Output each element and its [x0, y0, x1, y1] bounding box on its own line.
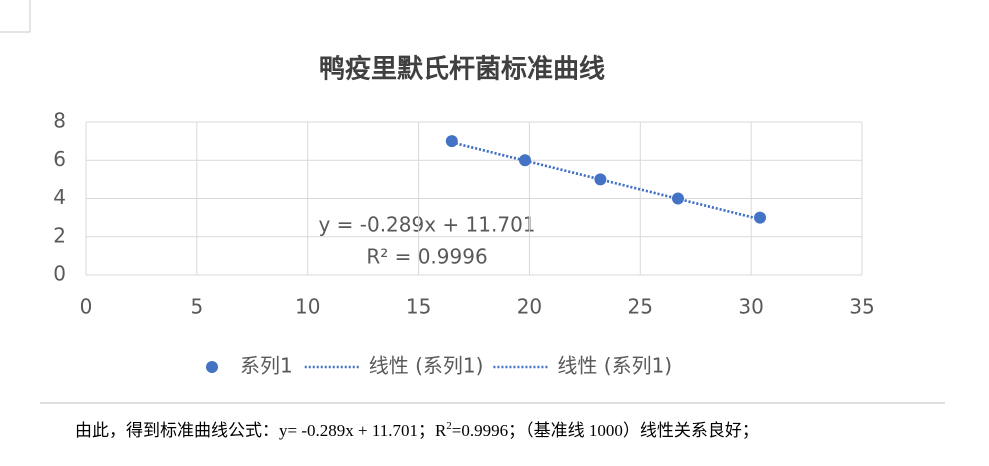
legend-label: 线性 (系列1)	[557, 354, 672, 378]
y-tick-label: 0	[53, 262, 66, 286]
chart-title: 鸭疫里默氏杆菌标准曲线	[319, 54, 605, 85]
point	[594, 173, 607, 186]
y-tick-label: 8	[53, 109, 66, 133]
corner-mark	[0, 0, 31, 33]
document-note: 由此，得到标准曲线公式：y= -0.289x + 11.701；R2=0.999…	[75, 420, 759, 440]
point	[754, 211, 767, 224]
y-tick-label: 6	[53, 147, 66, 171]
y-tick-label: 4	[53, 185, 66, 209]
legend-marker	[206, 361, 218, 373]
legend-label: 系列1	[240, 354, 293, 378]
trendline-equation: y = -0.289x + 11.701	[318, 213, 535, 237]
trendline	[451, 141, 761, 221]
legend-label: 线性 (系列1)	[369, 354, 484, 378]
note-superscript: 2	[446, 420, 452, 432]
point	[671, 192, 684, 205]
trendline-r2: R² = 0.9996	[366, 245, 487, 269]
x-tick-label: 0	[80, 295, 93, 319]
x-tick-label: 30	[738, 295, 763, 319]
note-text: =0.9996；（基准线 1000）线性关系良好；	[452, 421, 759, 440]
x-tick-label: 10	[295, 295, 320, 319]
point	[445, 135, 458, 148]
x-tick-label: 5	[190, 295, 203, 319]
x-tick-label: 35	[849, 295, 874, 319]
y-tick-label: 2	[53, 223, 66, 247]
x-tick-label: 20	[517, 295, 542, 319]
x-tick-label: 15	[406, 295, 431, 319]
note-text: 由此，得到标准曲线公式：y= -0.289x + 11.701；R	[75, 421, 447, 440]
point	[518, 154, 531, 167]
x-tick-label: 25	[628, 295, 653, 319]
